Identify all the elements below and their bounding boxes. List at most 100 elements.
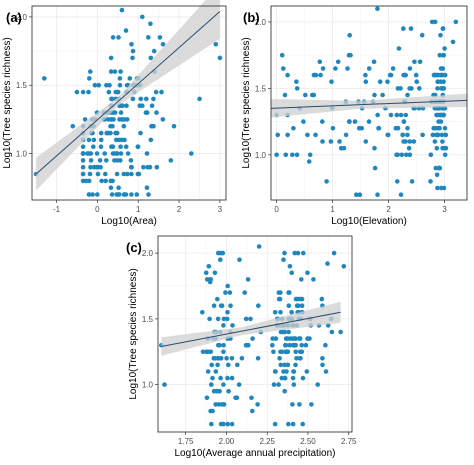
data-point: [320, 356, 325, 361]
data-point: [287, 342, 292, 348]
data-point: [138, 96, 144, 102]
y-axis-title: Log10(Tree species richness): [2, 37, 13, 168]
data-point: [118, 151, 124, 156]
data-point: [406, 145, 412, 151]
data-point: [333, 66, 338, 71]
data-point: [103, 171, 108, 177]
data-point: [341, 264, 347, 269]
data-point: [206, 264, 212, 269]
data-point: [116, 185, 121, 190]
x-tick-label: 2.75: [341, 437, 357, 446]
data-point: [226, 388, 231, 394]
data-point: [319, 296, 325, 302]
data-point: [250, 408, 255, 414]
data-point: [279, 375, 285, 381]
y-tick-label: 1.5: [142, 315, 154, 324]
data-point: [128, 164, 134, 170]
data-point: [300, 375, 306, 381]
data-point: [140, 103, 145, 108]
data-point: [305, 132, 310, 138]
data-point: [80, 171, 86, 177]
data-point: [272, 369, 278, 374]
data-point: [289, 270, 294, 276]
data-point: [118, 110, 124, 115]
data-point: [407, 139, 413, 144]
data-point: [311, 72, 317, 78]
data-point: [317, 59, 323, 65]
data-point: [94, 164, 99, 170]
data-point: [154, 164, 160, 170]
data-point: [301, 250, 306, 256]
data-point: [297, 296, 303, 302]
data-point: [168, 158, 174, 163]
x-tick-label: 2: [177, 205, 182, 214]
data-point: [215, 362, 220, 368]
data-point: [352, 119, 358, 124]
data-point: [372, 92, 377, 98]
data-point: [375, 112, 380, 118]
data-point: [80, 89, 86, 95]
data-point: [315, 382, 320, 387]
data-point: [435, 132, 440, 138]
y-tick-label: 2.0: [142, 249, 154, 258]
data-point: [285, 72, 290, 78]
data-point: [112, 110, 118, 115]
data-point: [380, 92, 385, 98]
data-point: [286, 421, 291, 427]
data-point: [281, 257, 286, 262]
data-point: [441, 52, 447, 58]
data-point: [285, 362, 291, 368]
x-tick-label: 2.00: [219, 437, 235, 446]
data-point: [372, 165, 378, 171]
scatter-chart-b: 0 1 2 3 1.0 1.5 2.0 Log10(Elevation) Log10(Tree …: [241, 5, 468, 227]
data-point: [90, 192, 95, 197]
data-point: [320, 119, 325, 124]
data-point: [290, 402, 295, 407]
data-point: [297, 402, 302, 407]
data-point: [228, 303, 233, 308]
data-point: [130, 96, 136, 102]
data-point: [304, 369, 310, 374]
data-point: [115, 158, 120, 163]
data-point: [159, 89, 164, 95]
data-point: [366, 119, 372, 124]
data-point: [430, 132, 436, 138]
data-point: [219, 303, 225, 308]
data-point: [225, 310, 230, 315]
data-point: [292, 250, 297, 256]
data-point: [130, 48, 136, 54]
data-point: [197, 96, 202, 102]
data-point: [129, 171, 134, 177]
data-point: [213, 369, 219, 374]
data-point: [233, 395, 238, 401]
data-point: [242, 290, 247, 295]
trend-line: [161, 311, 341, 347]
data-point: [123, 28, 129, 33]
data-point: [216, 250, 221, 256]
data-point: [298, 356, 303, 361]
data-point: [432, 19, 438, 25]
data-point: [226, 362, 231, 368]
data-point: [328, 139, 334, 144]
y-tick-label: 1.0: [16, 150, 28, 159]
data-point: [144, 110, 150, 115]
data-point: [108, 178, 114, 184]
data-point: [393, 125, 399, 131]
data-point: [205, 369, 211, 374]
data-point: [442, 125, 448, 131]
data-point: [91, 137, 97, 143]
data-point: [154, 110, 159, 115]
data-point: [438, 119, 444, 124]
data-point: [122, 137, 127, 143]
data-point: [148, 137, 154, 143]
data-point: [104, 130, 109, 136]
data-point: [255, 356, 261, 361]
data-point: [363, 72, 368, 78]
data-point: [363, 79, 369, 84]
data-point: [296, 303, 301, 308]
data-point: [256, 303, 261, 308]
data-point: [109, 96, 115, 102]
data-point: [272, 421, 278, 427]
scatter-chart-c: 1.75 2.00 2.25 2.50 2.75 1.0 1.5 2.0 Log10(Avera…: [126, 235, 357, 459]
